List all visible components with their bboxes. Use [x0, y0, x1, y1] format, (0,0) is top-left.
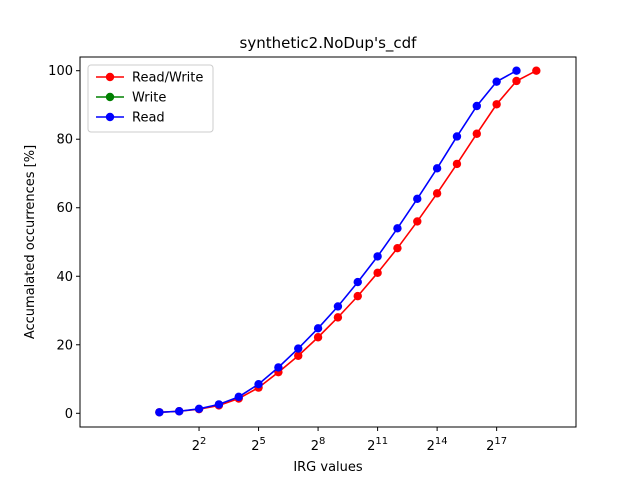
data-point	[373, 252, 382, 261]
data-point	[353, 277, 362, 287]
x-tick-label: 214	[427, 436, 448, 454]
data-point	[512, 76, 521, 86]
data-point	[492, 100, 501, 109]
y-tick-label: 80	[56, 133, 73, 148]
y-axis-label: Accumalated occurrences [%]	[23, 145, 38, 339]
x-tick-base: 2	[486, 439, 494, 454]
legend-marker	[105, 92, 115, 102]
x-tick-base: 2	[367, 439, 375, 454]
y-tick-label: 20	[56, 338, 73, 353]
x-tick-label: 28	[311, 436, 326, 454]
data-point	[492, 77, 501, 86]
data-point	[413, 194, 422, 204]
legend-marker	[105, 72, 115, 82]
x-axis-label: IRG values	[293, 460, 363, 475]
x-tick-base: 2	[427, 439, 435, 454]
legend-box	[87, 64, 214, 133]
x-tick-exponent: 17	[494, 436, 507, 447]
x-tick-exponent: 2	[200, 436, 206, 447]
y-tick-label: 100	[48, 64, 73, 79]
y-tick-label: 0	[65, 407, 73, 422]
legend-label: Read/Write	[132, 71, 203, 86]
x-tick-exponent: 14	[435, 436, 448, 447]
axes-frame	[79, 56, 577, 428]
data-point	[194, 404, 204, 414]
x-tick-exponent: 5	[260, 436, 266, 447]
x-tick-exponent: 11	[375, 436, 388, 447]
x-tick-exponent: 8	[319, 436, 325, 447]
data-point	[532, 66, 541, 75]
data-point	[432, 164, 442, 173]
legend-label: Read	[132, 111, 165, 126]
data-point	[512, 66, 521, 75]
x-tick-label: 22	[192, 436, 207, 454]
data-point	[393, 243, 402, 253]
legend-marker	[105, 112, 115, 122]
data-point	[472, 101, 481, 111]
chart-title: synthetic2.NoDup's_cdf	[240, 34, 418, 53]
x-tick-base: 2	[311, 439, 319, 454]
x-tick-base: 2	[192, 439, 200, 454]
data-point	[234, 392, 243, 402]
data-point	[333, 302, 343, 311]
data-point	[452, 132, 462, 141]
data-point	[333, 313, 343, 322]
data-point	[413, 217, 422, 226]
x-tick-label: 25	[251, 436, 266, 454]
x-tick-label: 217	[486, 436, 507, 454]
data-point	[313, 324, 323, 333]
data-point	[432, 189, 442, 198]
data-point	[214, 400, 224, 409]
data-point	[452, 159, 462, 169]
data-point	[373, 268, 382, 278]
data-point	[175, 407, 184, 416]
data-point	[294, 351, 303, 360]
data-point	[254, 379, 263, 389]
data-point	[294, 344, 303, 353]
y-tick-label: 40	[56, 270, 73, 285]
x-tick-label: 211	[367, 436, 388, 454]
data-point	[155, 408, 164, 417]
data-point	[313, 333, 323, 342]
y-tick-label: 60	[56, 201, 73, 216]
legend-label: Write	[132, 91, 166, 106]
x-tick-base: 2	[251, 439, 259, 454]
data-point	[274, 363, 283, 372]
data-point	[393, 224, 402, 233]
data-point	[472, 129, 481, 138]
data-point	[353, 291, 362, 301]
